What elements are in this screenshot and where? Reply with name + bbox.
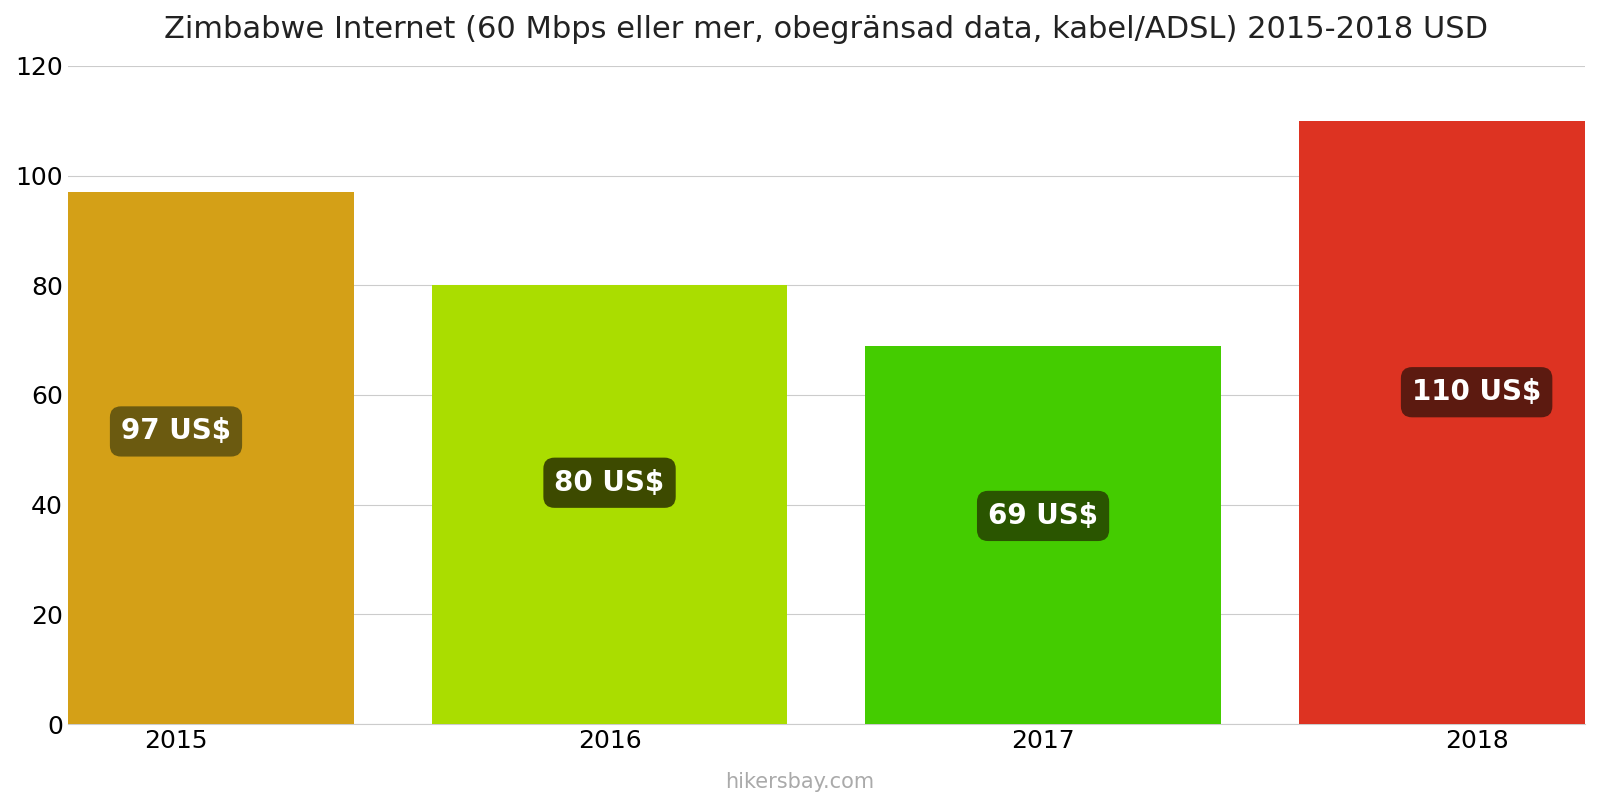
Bar: [0, 192, 354, 724]
Title: Zimbabwe Internet (60 Mbps eller mer, obegränsad data, kabel/ADSL) 2015-2018 USD: Zimbabwe Internet (60 Mbps eller mer, ob…: [165, 15, 1488, 44]
Text: hikersbay.com: hikersbay.com: [725, 772, 875, 792]
Text: 110 US$: 110 US$: [1411, 378, 1541, 406]
Bar: [432, 286, 787, 724]
Text: 69 US$: 69 US$: [989, 502, 1098, 530]
Bar: [1299, 121, 1600, 724]
Text: 80 US$: 80 US$: [555, 469, 664, 497]
Text: 97 US$: 97 US$: [122, 418, 230, 446]
Bar: [866, 346, 1221, 724]
